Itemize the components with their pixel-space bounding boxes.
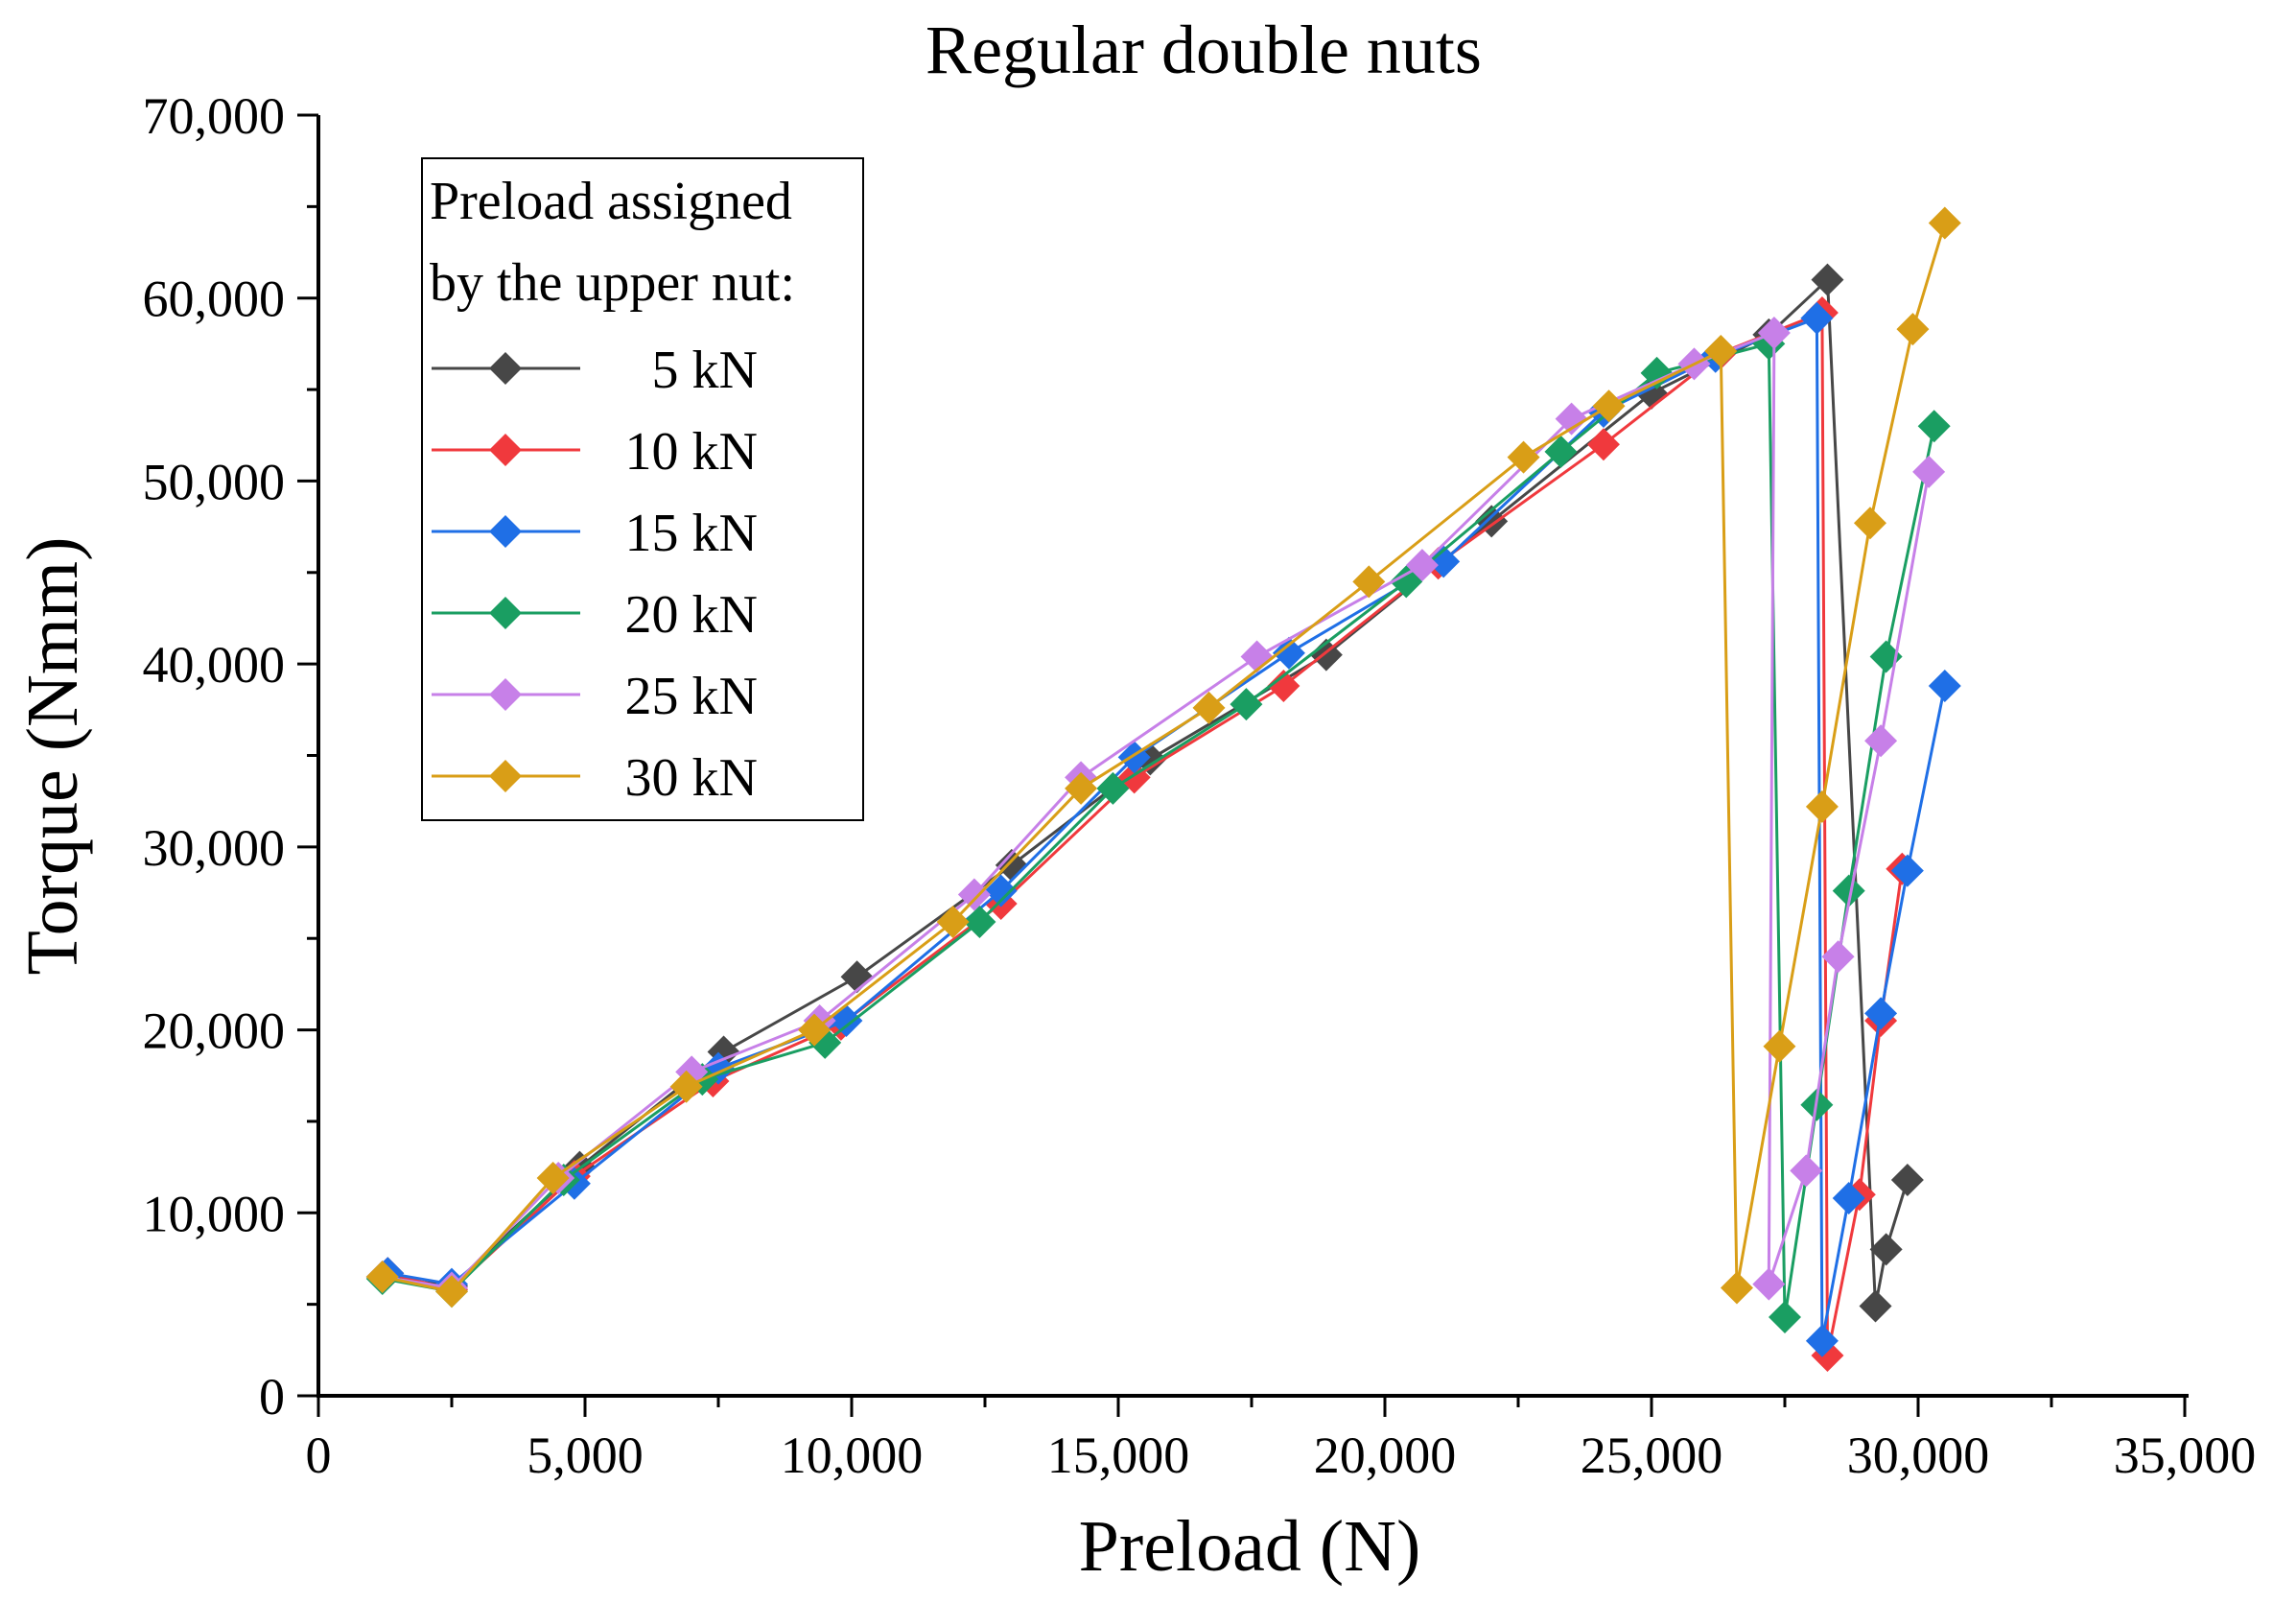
data-point xyxy=(1352,565,1386,599)
data-point xyxy=(1896,313,1930,346)
data-point xyxy=(435,1275,468,1308)
y-tick-label: 20,000 xyxy=(143,1002,286,1060)
legend-marker xyxy=(489,434,522,466)
data-point xyxy=(1811,263,1844,296)
data-point xyxy=(1832,1182,1865,1215)
data-point xyxy=(936,906,970,939)
data-point xyxy=(1917,410,1951,443)
legend-label: 10 kN xyxy=(625,422,758,482)
legend-marker xyxy=(489,352,522,385)
data-point xyxy=(1890,1163,1924,1196)
data-point xyxy=(1586,428,1620,461)
x-ticks: 0 5,000 10,000 15,000 20,000 25,000 30,000 35,0… xyxy=(306,1396,2257,1484)
x-tick-label: 0 xyxy=(306,1426,332,1484)
legend-label: 30 kN xyxy=(625,748,758,808)
x-tick-label: 15,000 xyxy=(1047,1426,1190,1484)
data-point xyxy=(1640,356,1674,389)
x-tick-label: 10,000 xyxy=(781,1426,924,1484)
data-point xyxy=(1720,1271,1753,1305)
data-point xyxy=(1790,1154,1823,1188)
data-point xyxy=(536,1162,570,1195)
legend-marker xyxy=(489,515,522,548)
series-line xyxy=(382,223,1947,1293)
data-point xyxy=(1890,854,1924,887)
data-point xyxy=(1267,670,1300,703)
legend-label: 20 kN xyxy=(625,585,758,645)
legend-label: 25 kN xyxy=(625,667,758,726)
data-point xyxy=(1192,691,1226,724)
data-point xyxy=(1869,1233,1903,1266)
y-tick-label: 40,000 xyxy=(143,636,286,694)
data-point xyxy=(1230,688,1263,721)
data-point xyxy=(1864,997,1898,1030)
data-point xyxy=(1805,1324,1839,1357)
legend-label: 5 kN xyxy=(652,341,758,400)
data-point xyxy=(1096,771,1130,805)
data-point xyxy=(1859,1289,1892,1323)
y-ticks: 0 10,000 20,000 30,000 40,000 50,000 60,000 70,… xyxy=(143,87,318,1426)
y-tick-label: 0 xyxy=(259,1368,285,1426)
legend-title-line-2: by the upper nut: xyxy=(430,253,795,313)
data-point xyxy=(957,878,991,911)
data-point xyxy=(1592,389,1626,423)
legend-marker xyxy=(489,760,522,792)
data-point xyxy=(1555,402,1588,436)
legend-marker xyxy=(489,597,522,629)
data-point xyxy=(365,1261,399,1294)
data-point xyxy=(1752,1267,1786,1301)
data-point xyxy=(1853,507,1886,540)
y-tick-label: 50,000 xyxy=(143,453,286,510)
data-point xyxy=(1805,790,1839,823)
data-point xyxy=(1864,724,1898,758)
y-tick-label: 10,000 xyxy=(143,1185,286,1242)
series-30-kn xyxy=(365,206,1961,1308)
legend-title-line-1: Preload assigned xyxy=(430,172,792,231)
data-point xyxy=(1544,435,1578,468)
x-tick-label: 20,000 xyxy=(1314,1426,1457,1484)
legend-item: 15 kN xyxy=(432,504,758,563)
legend-item: 10 kN xyxy=(432,422,758,482)
legend-items: 5 kN 10 kN 15 kN 20 kN 25 kN 30 kN xyxy=(432,341,758,808)
x-tick-label: 25,000 xyxy=(1581,1426,1723,1484)
legend-item: 30 kN xyxy=(432,748,758,808)
data-point xyxy=(1928,670,1961,703)
x-tick-label: 30,000 xyxy=(1847,1426,1990,1484)
legend-item: 20 kN xyxy=(432,585,758,645)
data-point xyxy=(1405,549,1439,582)
data-point xyxy=(798,1013,832,1047)
legend-label: 15 kN xyxy=(625,504,758,563)
legend: Preload assigned by the upper nut: 5 kN 1… xyxy=(421,157,864,821)
legend-marker xyxy=(489,678,522,711)
data-point xyxy=(1821,940,1855,974)
x-tick-label: 35,000 xyxy=(2114,1426,2257,1484)
data-point xyxy=(1704,335,1738,368)
data-point xyxy=(669,1070,703,1103)
y-tick-label: 30,000 xyxy=(143,819,286,877)
x-tick-label: 5,000 xyxy=(527,1426,644,1484)
data-point xyxy=(1065,771,1098,805)
data-point xyxy=(1507,440,1540,474)
y-tick-label: 70,000 xyxy=(143,87,286,145)
data-point xyxy=(1763,1029,1796,1063)
data-point xyxy=(1769,1300,1801,1333)
y-axis-label: Torque (Nmm) xyxy=(12,537,93,976)
data-point xyxy=(984,874,1018,908)
x-axis-label: Preload (N) xyxy=(1079,1506,1421,1587)
legend-box xyxy=(421,157,864,821)
data-point xyxy=(1928,206,1961,240)
data-point xyxy=(1757,316,1791,349)
legend-item: 25 kN xyxy=(432,667,758,726)
series-layer xyxy=(365,206,1961,1373)
data-point xyxy=(963,906,996,939)
y-tick-label: 60,000 xyxy=(143,271,286,328)
legend-item: 5 kN xyxy=(432,341,758,400)
chart-title: Regular double nuts xyxy=(925,12,1482,88)
data-point xyxy=(1800,301,1834,335)
data-point xyxy=(1912,455,1946,488)
data-point xyxy=(1832,874,1865,908)
